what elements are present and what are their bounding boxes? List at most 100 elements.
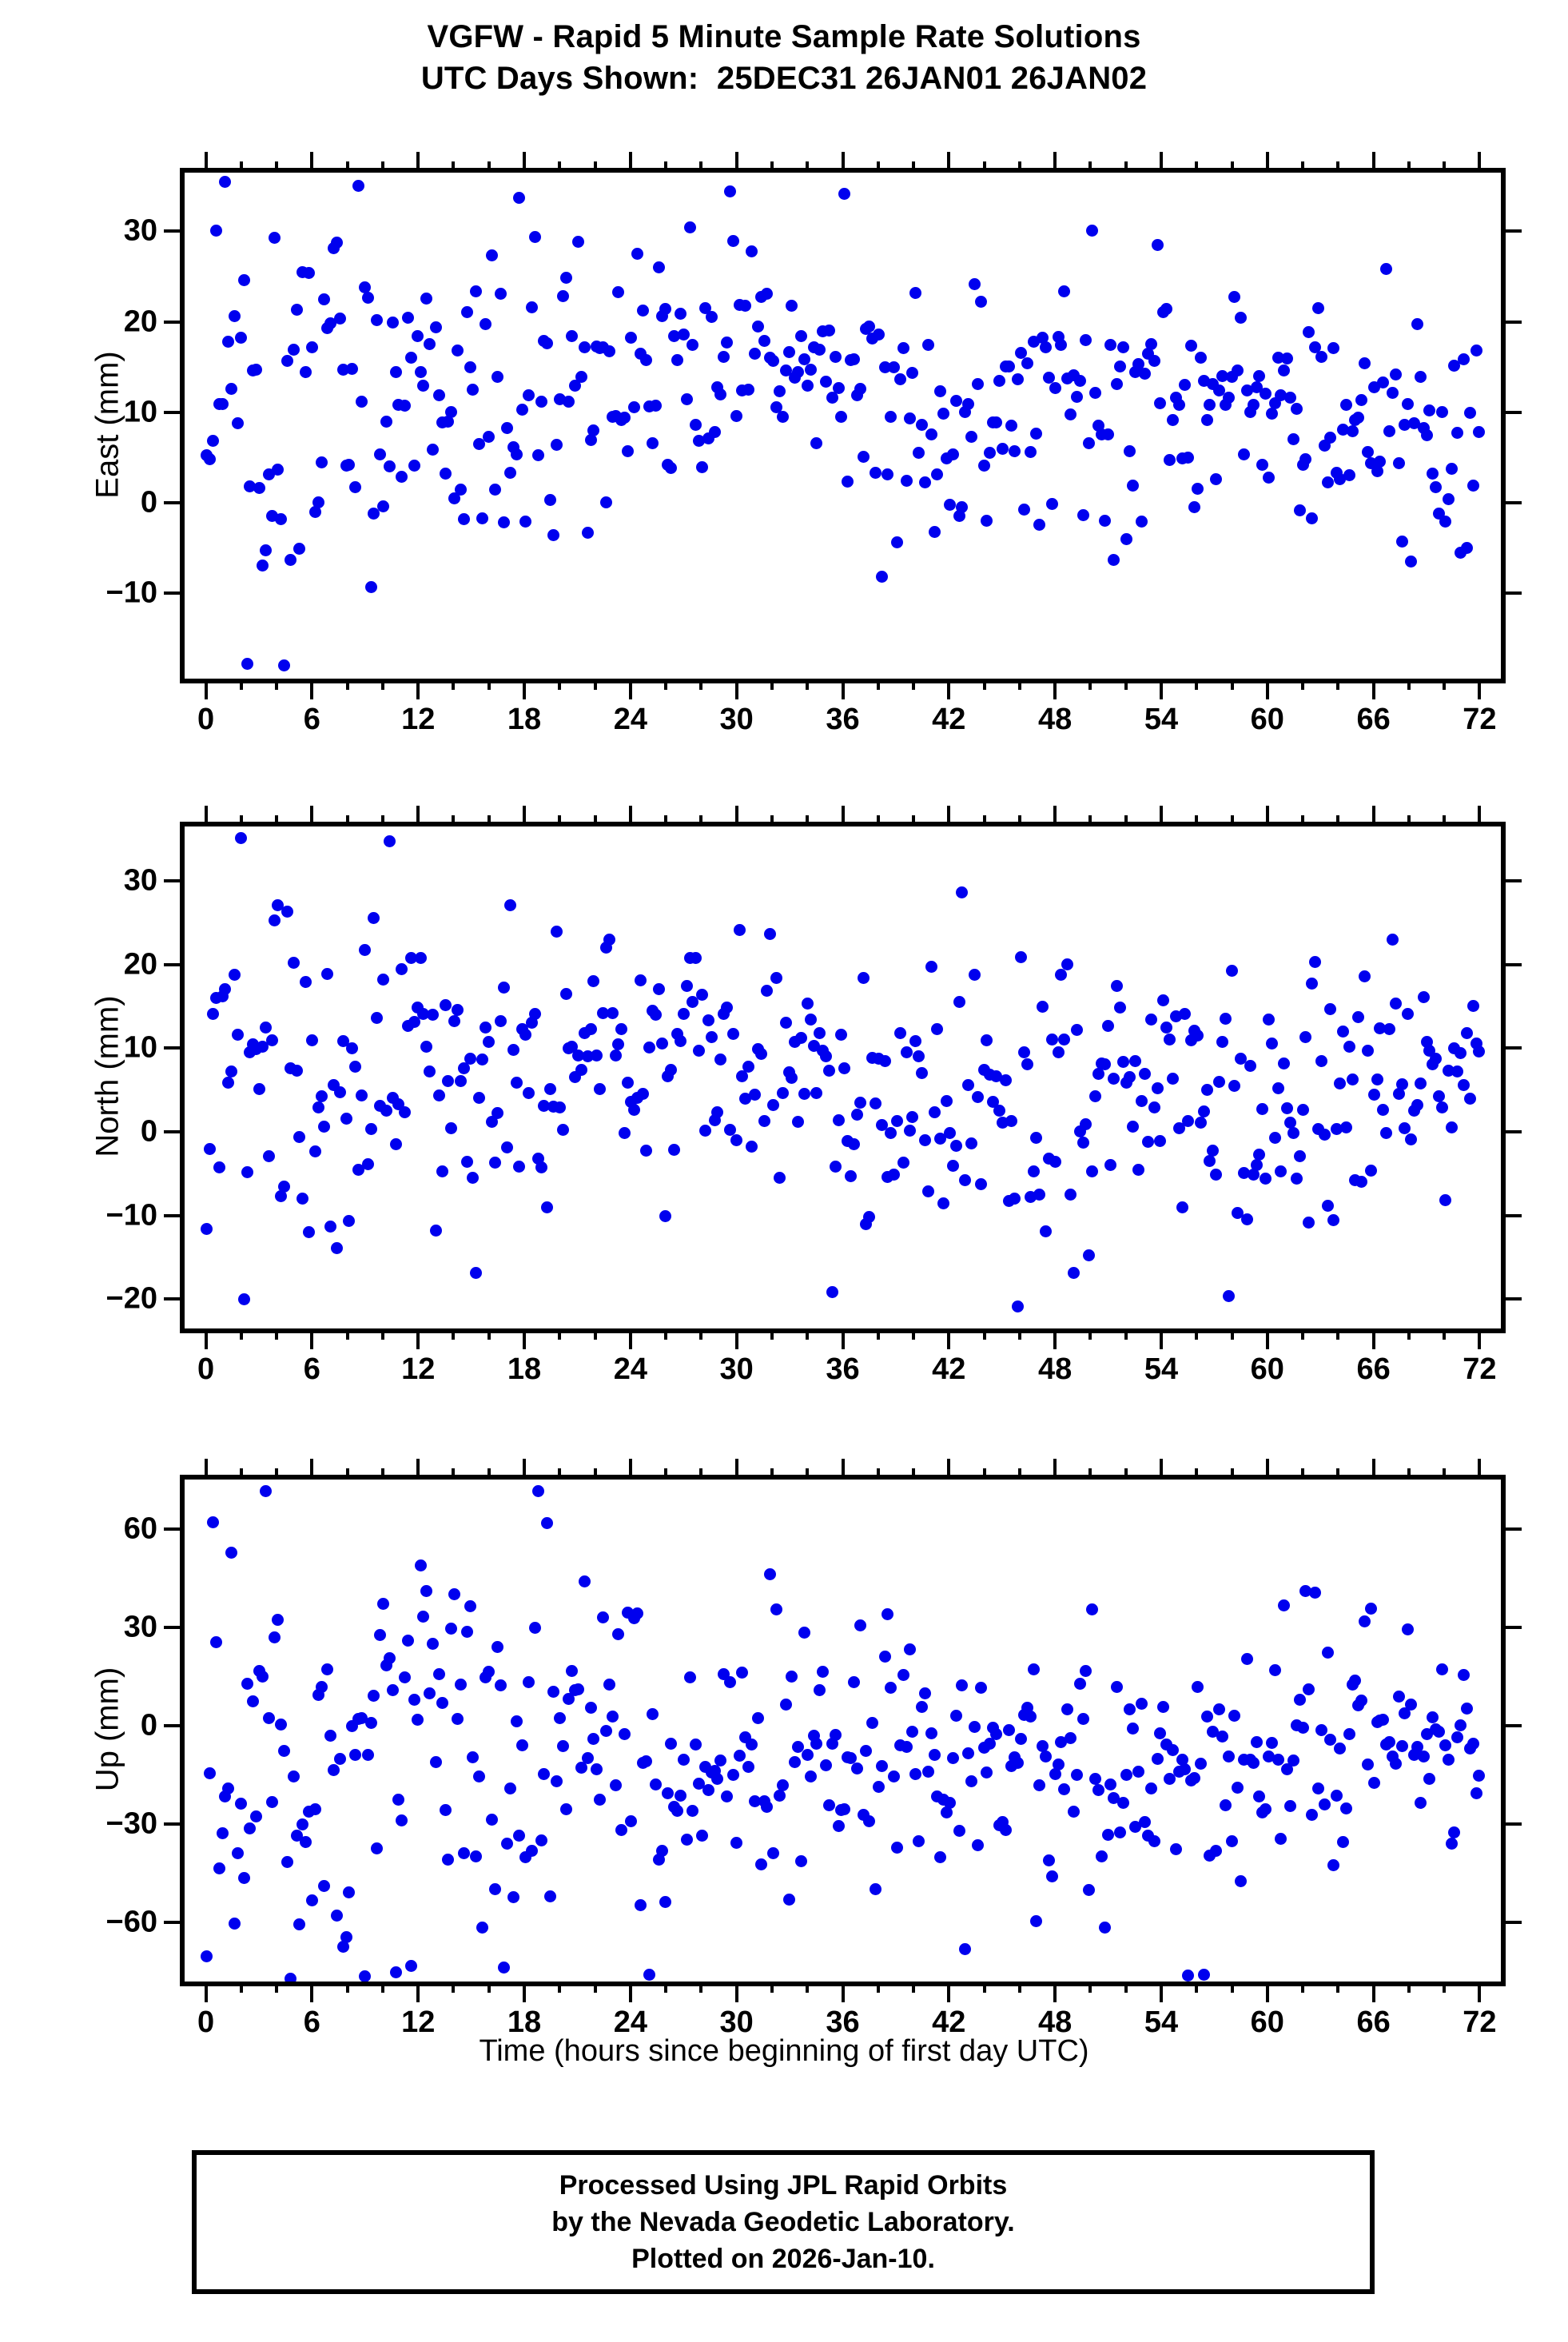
data-point <box>452 1003 464 1016</box>
data-point <box>368 911 380 924</box>
data-point <box>1049 382 1061 394</box>
data-point <box>377 1597 389 1610</box>
data-point <box>909 287 922 300</box>
data-point <box>993 375 1005 388</box>
data-point <box>1435 1663 1448 1676</box>
x-tick-minor <box>380 1328 384 1340</box>
y-tick-right <box>1501 1213 1522 1217</box>
data-point <box>424 337 436 350</box>
x-tick-minor <box>345 1982 349 1993</box>
data-point <box>485 1116 498 1129</box>
x-tick-top-major <box>947 152 951 173</box>
data-point <box>1083 1249 1096 1261</box>
data-point <box>835 1028 848 1041</box>
data-point <box>1442 1754 1455 1766</box>
x-tick-minor <box>487 1328 491 1340</box>
data-point <box>615 1023 628 1036</box>
plot-area-north <box>185 826 1501 1328</box>
data-point <box>336 1035 349 1048</box>
data-point <box>1331 1123 1343 1135</box>
data-point <box>984 446 997 459</box>
data-point <box>408 1694 420 1707</box>
x-tick-minor <box>593 679 597 690</box>
data-point <box>662 1786 675 1799</box>
data-point <box>290 1064 303 1077</box>
data-point <box>721 1790 733 1802</box>
data-point <box>457 1847 470 1859</box>
data-point <box>417 380 430 392</box>
data-point <box>427 1638 439 1651</box>
data-point <box>1445 1837 1458 1850</box>
x-tick-minor <box>1195 679 1199 690</box>
x-tick-label: 6 <box>303 703 320 736</box>
data-point <box>742 1760 755 1773</box>
data-point <box>754 1047 767 1060</box>
data-point <box>541 1517 554 1530</box>
data-point <box>352 1163 364 1176</box>
data-point <box>275 1190 288 1202</box>
data-point <box>467 1751 480 1764</box>
x-tick-top-major <box>841 806 845 826</box>
data-point <box>1030 1915 1043 1928</box>
data-point <box>464 1600 476 1613</box>
data-point <box>1101 1020 1114 1033</box>
data-point <box>1278 364 1291 376</box>
data-point <box>686 995 699 1008</box>
y-tick <box>164 229 185 233</box>
x-tick-label: 54 <box>1144 703 1179 736</box>
data-point <box>1232 1781 1244 1794</box>
data-point <box>361 1157 374 1170</box>
data-point <box>981 1766 993 1778</box>
data-point <box>659 1210 671 1223</box>
data-point <box>241 657 253 670</box>
data-point <box>404 1959 417 1972</box>
data-point <box>1120 532 1132 545</box>
data-point <box>619 1727 631 1740</box>
data-point <box>1061 1703 1074 1715</box>
data-point <box>1042 1854 1055 1866</box>
data-point <box>949 395 962 408</box>
footer-line-2: by the Nevada Geodetic Laboratory. <box>551 2207 1015 2237</box>
data-point <box>1306 977 1319 990</box>
x-tick-label: 6 <box>303 2005 320 2039</box>
data-point <box>730 410 742 423</box>
y-tick-right <box>1501 229 1522 233</box>
data-point <box>925 428 937 440</box>
data-point <box>1154 1134 1167 1147</box>
data-point <box>1092 1783 1104 1796</box>
x-tick-minor <box>1407 1982 1411 1993</box>
x-tick-minor <box>806 1982 810 1993</box>
y-tick-label: 20 <box>123 305 157 338</box>
data-point <box>974 1682 987 1695</box>
data-point <box>284 553 296 566</box>
data-point <box>1287 1126 1299 1139</box>
data-point <box>1073 374 1086 387</box>
data-point <box>1065 1732 1077 1745</box>
data-point <box>909 1768 922 1781</box>
data-point <box>888 1770 901 1783</box>
x-tick-top-minor <box>452 1468 456 1480</box>
data-point <box>550 1774 563 1787</box>
data-point <box>256 1670 269 1683</box>
data-point <box>213 1161 225 1173</box>
data-point <box>318 293 331 305</box>
data-point <box>1284 1800 1297 1813</box>
data-point <box>885 1127 897 1140</box>
data-point <box>748 1089 761 1101</box>
data-point <box>1045 498 1058 511</box>
x-tick-top-minor <box>664 815 668 826</box>
data-point <box>482 1036 495 1049</box>
data-point <box>281 905 293 918</box>
data-point <box>612 286 625 299</box>
data-point <box>1164 1034 1176 1046</box>
data-point <box>1265 1037 1278 1050</box>
data-point <box>690 1739 702 1751</box>
data-point <box>411 330 424 343</box>
data-point <box>1141 1136 1154 1149</box>
data-point <box>1377 376 1390 389</box>
data-point <box>1116 341 1129 353</box>
data-point <box>237 1871 250 1884</box>
data-point <box>547 528 560 541</box>
x-tick-major <box>1053 679 1057 699</box>
data-point <box>913 1050 925 1062</box>
